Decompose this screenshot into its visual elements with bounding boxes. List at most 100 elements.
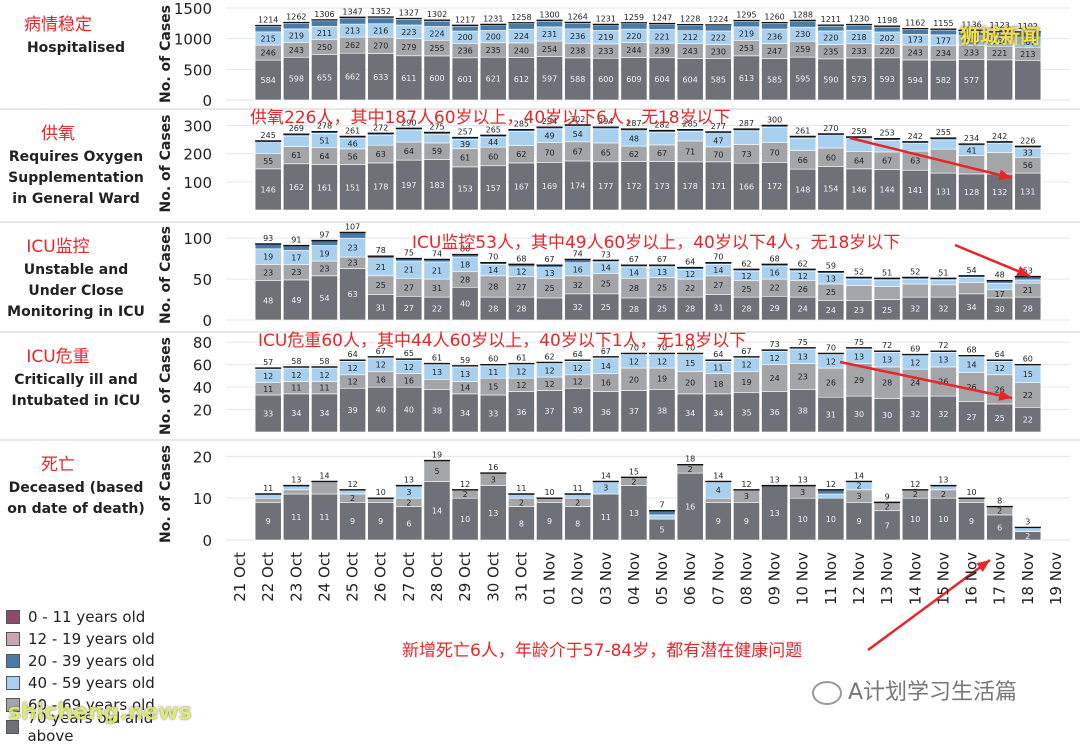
total-label: 1231 [483, 14, 503, 23]
segment-label: 12 [376, 361, 386, 370]
segment-label: 216 [373, 26, 388, 35]
y-tick-label: 100 [183, 174, 212, 192]
segment-label: 20 [685, 379, 695, 388]
legend-swatch [6, 632, 20, 646]
segment-label: 12 [573, 378, 583, 387]
total-label: 51 [938, 268, 948, 277]
total-label: 1295 [736, 11, 756, 20]
segment-label: 29 [854, 376, 864, 385]
segment-label: 17 [995, 290, 1005, 299]
panel-title-en: Critically ill and [14, 372, 138, 388]
x-tick-label: 22 Oct [259, 552, 277, 602]
segment-label: 48 [263, 296, 273, 305]
segment-label: 655 [317, 73, 332, 82]
bar-segment [368, 18, 394, 24]
segment-label: 67 [573, 147, 583, 156]
total-label: 69 [910, 345, 920, 354]
x-tick-label: 04 Nov [625, 552, 643, 605]
segment-label: 63 [348, 290, 358, 299]
bar-segment [818, 136, 844, 148]
total-label: 1162 [905, 19, 925, 28]
bar-segment [368, 135, 394, 145]
segment-label: 32 [938, 305, 948, 314]
segment-label: 23 [291, 268, 301, 277]
segment-label: 12 [404, 363, 414, 372]
segment-label: 16 [685, 503, 695, 512]
total-label: 259 [851, 127, 866, 136]
segment-label: 11 [291, 384, 301, 393]
segment-label: 15 [1023, 370, 1033, 379]
segment-label: 146 [851, 185, 866, 194]
bar-segment [340, 18, 366, 24]
segment-label: 16 [601, 379, 611, 388]
segment-label: 51 [319, 137, 329, 146]
total-label: 58 [291, 357, 301, 366]
segment-label: 21 [404, 266, 414, 275]
segment-label: 239 [654, 46, 669, 55]
segment-label: 2 [941, 490, 946, 499]
segment-label: 128 [964, 188, 979, 197]
segment-label: 12 [770, 354, 780, 363]
bar-segment [790, 21, 816, 27]
segment-label: 21 [1023, 286, 1033, 295]
bar-segment [593, 25, 619, 30]
segment-label: 11 [263, 385, 273, 394]
segment-label: 215 [261, 34, 276, 43]
total-label: 1260 [764, 13, 784, 22]
y-tick-label: 1000 [174, 31, 212, 49]
segment-label: 64 [854, 156, 864, 165]
segment-label: 25 [657, 305, 667, 314]
segment-label: 9 [969, 517, 974, 526]
legend-label: 40 - 59 years old [28, 674, 155, 692]
segment-label: 73 [741, 150, 751, 159]
watermark-top-right: 狮城新闻 [960, 20, 1040, 49]
total-label: 62 [798, 259, 808, 268]
segment-label: 9 [856, 517, 861, 526]
total-label: 72 [938, 341, 948, 350]
segment-label: 177 [598, 182, 613, 191]
bar-segment [283, 490, 309, 494]
segment-label: 662 [345, 73, 360, 82]
total-label: 253 [879, 129, 894, 138]
bar-segment [705, 26, 731, 31]
total-label: 75 [854, 338, 864, 347]
segment-label: 37 [629, 407, 639, 416]
total-label: 58 [319, 357, 329, 366]
segment-label: 11 [291, 513, 301, 522]
segment-label: 220 [823, 34, 838, 43]
segment-label: 200 [457, 33, 472, 42]
total-label: 64 [713, 350, 723, 359]
x-tick-label: 18 Nov [1019, 552, 1037, 605]
bar-segment [902, 279, 928, 284]
bar-segment [902, 30, 928, 35]
legend-item: 12 - 19 years old [6, 628, 196, 650]
segment-label: 154 [823, 184, 838, 193]
segment-label: 31 [376, 303, 386, 312]
segment-label: 28 [460, 276, 470, 285]
segment-label: 29 [770, 304, 780, 313]
segment-label: 220 [879, 47, 894, 56]
segment-label: 25 [995, 414, 1005, 423]
segment-label: 25 [657, 283, 667, 292]
total-label: 1198 [877, 16, 897, 25]
segment-label: 2 [1025, 532, 1030, 541]
segment-label: 70 [770, 149, 780, 158]
bar-segment [508, 131, 534, 145]
segment-label: 573 [851, 75, 866, 84]
segment-label: 12 [685, 270, 695, 279]
bar-segment [846, 286, 872, 301]
bar-segment [283, 23, 309, 29]
segment-label: 3 [800, 488, 805, 497]
segment-label: 34 [685, 409, 695, 418]
segment-label: 2 [575, 498, 580, 507]
segment-label: 49 [544, 132, 554, 141]
segment-label: 16 [404, 376, 414, 385]
panel-title-cn: 供氧 [41, 124, 75, 144]
panel-title-cn: ICU监控 [26, 237, 89, 257]
segment-label: 222 [711, 34, 726, 43]
total-label: 13 [404, 476, 414, 485]
bar-segment [452, 26, 478, 31]
total-label: 300 [767, 115, 782, 124]
segment-label: 173 [908, 36, 923, 45]
segment-label: 23 [319, 264, 329, 273]
